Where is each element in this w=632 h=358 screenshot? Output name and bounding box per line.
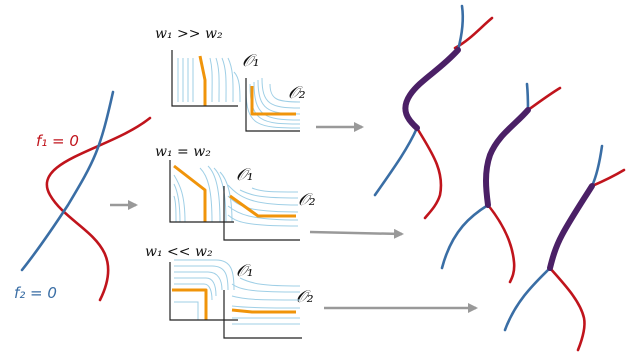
f2-curve: [525, 82, 530, 112]
f1-label: f₁ = 0: [36, 132, 79, 150]
o2-label: 𝒪₂: [288, 83, 306, 103]
o2-label: 𝒪₂: [296, 287, 314, 307]
arrow-panel2-to-result2: [309, 228, 404, 239]
o1-label: 𝒪₁: [242, 51, 260, 71]
o1-contour-plot: [169, 160, 234, 223]
weight-label: w₁ >> w₂: [155, 26, 223, 42]
f1-curve: [526, 86, 562, 112]
input-curves: f₁ = 0 f₂ = 0: [14, 90, 152, 302]
f1-curve: [45, 116, 152, 302]
panel-w1-eq-w2: w₁ = w₂ 𝒪₁ 𝒪₂: [155, 144, 316, 241]
merged-segment: [547, 183, 595, 271]
merged-segment: [483, 107, 531, 208]
panel-w1-ll-w2: w₁ << w₂ 𝒪₁ 𝒪₂: [145, 244, 314, 339]
f1-curve: [548, 266, 586, 352]
result-curves-1: [373, 4, 494, 220]
f2-curve: [456, 4, 465, 52]
o2-contour-plot: [245, 77, 301, 132]
o2-contour-plot: [223, 184, 300, 241]
o1-label: 𝒪₁: [236, 165, 254, 185]
f2-curve: [590, 144, 604, 188]
o1-contour-plot: [169, 259, 238, 321]
f2-curve: [20, 90, 115, 272]
f1-curve: [590, 168, 626, 188]
panel-w1-gg-w2: w₁ >> w₂ 𝒪₁ 𝒪₂: [155, 26, 306, 132]
o1-label: 𝒪₁: [236, 261, 254, 281]
f2-label: f₂ = 0: [14, 284, 57, 302]
merged-segment: [402, 47, 461, 131]
f1-curve: [486, 203, 516, 284]
f2-curve: [373, 126, 419, 197]
f2-curve: [440, 203, 490, 270]
f1-curve: [415, 126, 443, 220]
f2-curve: [503, 266, 552, 332]
o2-label: 𝒪₂: [298, 190, 316, 210]
result-curves-2: [440, 82, 562, 284]
weight-label: w₁ = w₂: [155, 144, 211, 160]
o2-contour-plot: [223, 277, 302, 339]
o1-contour-plot: [171, 50, 241, 107]
result-curves-3: [503, 144, 626, 352]
weight-label: w₁ << w₂: [145, 244, 213, 260]
